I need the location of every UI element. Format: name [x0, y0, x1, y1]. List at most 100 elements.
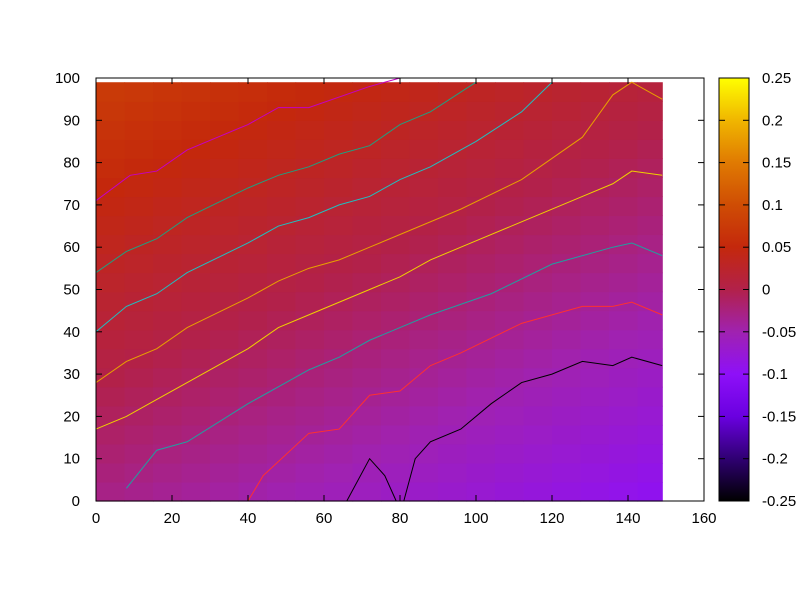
colorbar-tick-label: 0.25: [762, 70, 791, 87]
heatmap-cell: [438, 481, 468, 502]
heatmap-cell: [438, 367, 468, 388]
heatmap-cell: [210, 443, 240, 464]
y-tick-label: 20: [63, 408, 80, 425]
heatmap-cell: [381, 234, 411, 255]
heatmap-cell: [552, 139, 582, 159]
heatmap-cell: [637, 177, 663, 198]
heatmap-cell: [466, 462, 496, 483]
heatmap-cell: [495, 82, 525, 102]
heatmap-cell: [210, 158, 240, 179]
heatmap-cell: [552, 272, 582, 293]
heatmap-cell: [153, 310, 183, 331]
x-tick-label: 100: [463, 510, 488, 527]
heatmap-cell: [609, 462, 639, 483]
heatmap-cell: [295, 101, 325, 121]
x-tick-label: 60: [316, 510, 333, 527]
heatmap-cell: [381, 215, 411, 236]
heatmap-cell: [381, 139, 411, 159]
heatmap-cell: [409, 158, 439, 179]
heatmap-cell: [124, 329, 154, 350]
heatmap-cell: [637, 405, 663, 426]
heatmap-cell: [295, 405, 325, 426]
heatmap-cell: [324, 158, 354, 179]
heatmap-cell: [495, 234, 525, 255]
heatmap-cell: [637, 120, 663, 140]
heatmap-cell: [580, 177, 610, 198]
heatmap-cell: [466, 196, 496, 217]
heatmap-cell: [552, 120, 582, 140]
heatmap-cell: [124, 424, 154, 445]
heatmap-cell: [96, 405, 126, 426]
heatmap-cell: [523, 101, 553, 121]
heatmap-cell: [523, 139, 553, 159]
heatmap-cell: [124, 120, 154, 140]
heatmap-cell: [466, 215, 496, 236]
heatmap-cell: [96, 462, 126, 483]
heatmap-cell: [153, 82, 183, 102]
heatmap-cell: [409, 443, 439, 464]
contour-line: [95, 77, 401, 202]
x-tick-label: 120: [539, 510, 564, 527]
heatmap-cell: [210, 291, 240, 312]
heatmap-cell: [96, 158, 126, 179]
heatmap-cell: [324, 462, 354, 483]
colorbar-tick-label: -0.15: [762, 408, 796, 425]
heatmap-cell: [267, 196, 297, 217]
heatmap-cell: [580, 272, 610, 293]
heatmap-cell: [438, 310, 468, 331]
heatmap-cell: [438, 462, 468, 483]
heatmap-cell: [324, 481, 354, 502]
heatmap-cell: [210, 253, 240, 274]
heatmap-cell: [523, 481, 553, 502]
heatmap-cell: [124, 101, 154, 121]
heatmap-cell: [552, 386, 582, 407]
heatmap-cell: [409, 139, 439, 159]
heatmap-cell: [466, 386, 496, 407]
heatmap-cell: [153, 101, 183, 121]
heatmap-cell: [267, 177, 297, 198]
heatmap-cell: [495, 386, 525, 407]
x-tick-label: 160: [691, 510, 716, 527]
heatmap-cell: [267, 272, 297, 293]
heatmap-cell: [523, 177, 553, 198]
heatmap-cell: [267, 386, 297, 407]
heatmap-cell: [466, 158, 496, 179]
heatmap-cell: [181, 424, 211, 445]
heatmap-cell: [523, 234, 553, 255]
colorbar-tick-label: 0.05: [762, 239, 791, 256]
heatmap-cell: [637, 272, 663, 293]
heatmap-cell: [580, 82, 610, 102]
heatmap-cell: [267, 253, 297, 274]
heatmap-cell: [409, 310, 439, 331]
heatmap-cell: [552, 481, 582, 502]
heatmap-cell: [210, 120, 240, 140]
heatmap-cell: [352, 386, 382, 407]
heatmap-cell: [96, 443, 126, 464]
heatmap-cell: [181, 386, 211, 407]
y-tick-label: 60: [63, 239, 80, 256]
heatmap-cell: [124, 405, 154, 426]
heatmap-cell: [552, 101, 582, 121]
heatmap-cell: [466, 348, 496, 369]
heatmap-cell: [466, 82, 496, 102]
y-tick-label: 90: [63, 112, 80, 129]
heatmap-cell: [153, 329, 183, 350]
heatmap-cell: [324, 405, 354, 426]
heatmap-cell: [381, 462, 411, 483]
heatmap-cell: [153, 424, 183, 445]
heatmap-cell: [552, 177, 582, 198]
heatmap-cell: [238, 272, 268, 293]
heatmap-cell: [637, 348, 663, 369]
heatmap-cell: [381, 101, 411, 121]
heatmap-cell: [181, 481, 211, 502]
colorbar-tick-label: 0.15: [762, 155, 791, 172]
heatmap-cell: [552, 329, 582, 350]
contour-line: [95, 81, 477, 273]
heatmap-cell: [181, 177, 211, 198]
heatmap-cell: [153, 405, 183, 426]
colorbar-tick-label: 0: [762, 282, 770, 299]
heatmap-cell: [438, 215, 468, 236]
heatmap-cell: [153, 120, 183, 140]
heatmap-cell: [96, 177, 126, 198]
heatmap-cell: [324, 310, 354, 331]
